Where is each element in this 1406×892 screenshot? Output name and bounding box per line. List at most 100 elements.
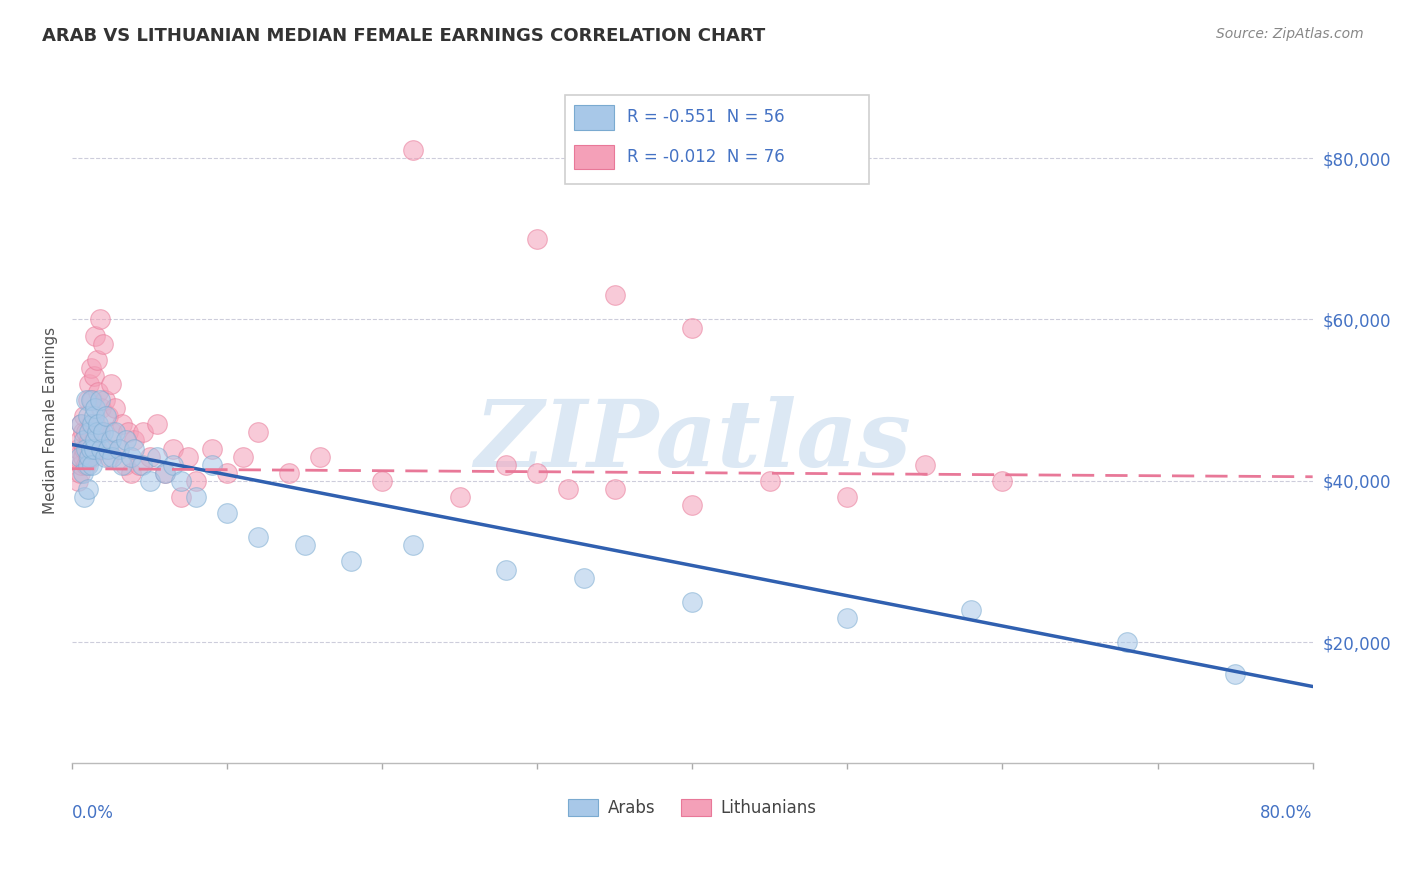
Point [75, 393, 97, 408]
Point [837, 490, 859, 504]
Point [232, 450, 254, 464]
Point [72, 466, 94, 480]
Point [914, 458, 936, 472]
Text: ARAB VS LITHUANIAN MEDIAN FEMALE EARNINGS CORRELATION CHART: ARAB VS LITHUANIAN MEDIAN FEMALE EARNING… [42, 27, 765, 45]
Point [101, 425, 124, 440]
Point [120, 450, 142, 464]
Point [84, 434, 107, 448]
Point [84, 328, 107, 343]
Point [76, 442, 98, 456]
Point [681, 320, 703, 334]
Point [572, 571, 595, 585]
Point [83, 409, 105, 424]
Point [76, 458, 98, 472]
Text: R = -0.551  N = 56: R = -0.551 N = 56 [627, 108, 785, 126]
Point [91, 425, 114, 440]
Point [557, 482, 579, 496]
Point [77, 450, 100, 464]
Point [82, 450, 104, 464]
Point [120, 466, 142, 480]
Point [86, 352, 108, 367]
Text: Source: ZipAtlas.com: Source: ZipAtlas.com [1216, 27, 1364, 41]
Text: 0.0%: 0.0% [72, 805, 114, 822]
Point [495, 458, 517, 472]
Bar [575, 145, 614, 169]
Point [1115, 635, 1137, 649]
Point [89, 312, 111, 326]
Point [111, 458, 134, 472]
Point [79, 393, 101, 408]
Point [495, 562, 517, 576]
Point [82, 417, 104, 432]
Point [94, 442, 117, 456]
Point [70, 458, 93, 472]
Point [83, 368, 105, 383]
Point [526, 232, 548, 246]
Point [84, 417, 107, 432]
Point [217, 506, 239, 520]
Point [75, 458, 97, 472]
Y-axis label: Median Female Earnings: Median Female Earnings [44, 326, 58, 514]
Point [84, 401, 107, 416]
Point [69, 434, 91, 448]
Point [128, 458, 150, 472]
Point [101, 450, 124, 464]
Point [87, 385, 110, 400]
Point [526, 466, 548, 480]
Point [169, 490, 191, 504]
Point [138, 474, 160, 488]
Point [115, 434, 138, 448]
Point [184, 490, 207, 504]
Point [217, 466, 239, 480]
Point [138, 450, 160, 464]
Point [759, 474, 782, 488]
Point [69, 450, 91, 464]
Point [79, 442, 101, 456]
Point [76, 409, 98, 424]
Point [100, 434, 122, 448]
Point [66, 450, 89, 464]
Point [200, 458, 222, 472]
Bar [575, 105, 614, 129]
Point [97, 442, 120, 456]
Point [87, 417, 110, 432]
Point [82, 458, 104, 472]
Point [67, 442, 90, 456]
Legend: Arabs, Lithuanians: Arabs, Lithuanians [561, 792, 824, 823]
Point [79, 417, 101, 432]
Point [72, 450, 94, 464]
Point [93, 450, 115, 464]
Point [402, 143, 425, 157]
Point [114, 458, 136, 472]
Point [104, 425, 127, 440]
Point [67, 474, 90, 488]
Point [111, 417, 134, 432]
Text: ZIPatlas: ZIPatlas [474, 396, 911, 486]
Point [132, 425, 155, 440]
Point [70, 417, 93, 432]
Point [76, 450, 98, 464]
Point [82, 393, 104, 408]
Text: 80.0%: 80.0% [1260, 805, 1313, 822]
Point [153, 466, 176, 480]
Point [73, 490, 96, 504]
Point [83, 442, 105, 456]
Point [107, 442, 129, 456]
Point [162, 458, 184, 472]
Point [122, 442, 145, 456]
Point [97, 409, 120, 424]
Point [77, 434, 100, 448]
Point [76, 393, 98, 408]
Point [837, 611, 859, 625]
Point [73, 409, 96, 424]
Point [681, 498, 703, 512]
Point [681, 595, 703, 609]
Point [131, 458, 153, 472]
Point [69, 466, 91, 480]
Point [77, 425, 100, 440]
Point [309, 450, 332, 464]
Point [77, 376, 100, 391]
Point [340, 554, 363, 568]
Point [90, 442, 112, 456]
Point [960, 603, 983, 617]
